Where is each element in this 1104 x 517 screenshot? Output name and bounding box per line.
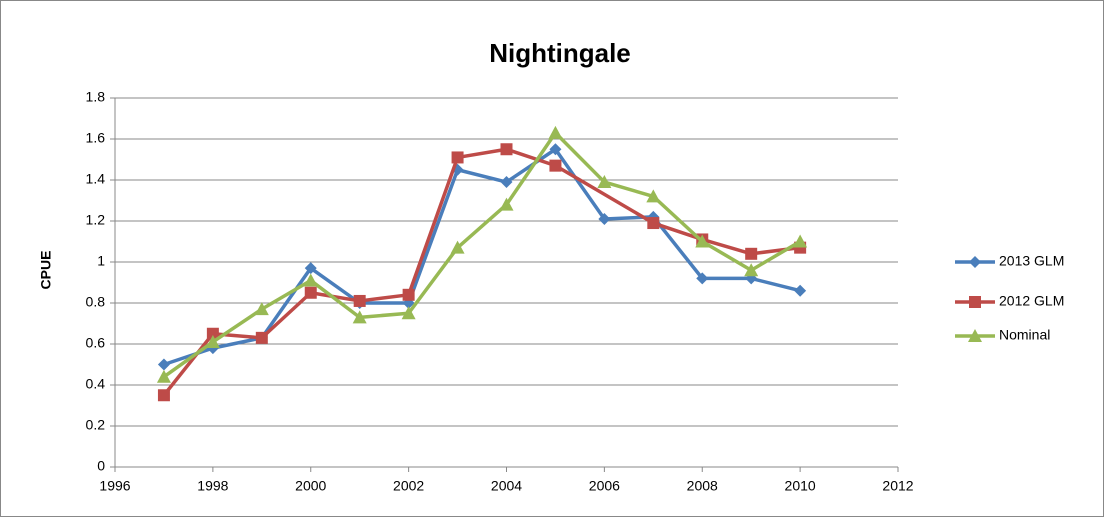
x-tick-label: 2006 xyxy=(589,478,620,494)
data-point xyxy=(500,176,513,189)
data-point xyxy=(304,262,317,275)
legend-marker xyxy=(969,296,981,308)
data-point xyxy=(500,143,513,156)
y-tick-label: 0.6 xyxy=(86,335,106,351)
data-point xyxy=(402,288,415,301)
x-tick-label: 2008 xyxy=(687,478,718,494)
x-tick-label: 1998 xyxy=(197,478,228,494)
legend-marker xyxy=(969,256,981,268)
data-point xyxy=(451,151,464,164)
data-point xyxy=(548,125,563,139)
data-point xyxy=(744,263,759,277)
data-point xyxy=(646,189,661,203)
legend-label: Nominal xyxy=(999,327,1050,343)
data-point xyxy=(206,327,219,340)
data-point xyxy=(745,247,758,260)
x-tick-label: 2000 xyxy=(295,478,326,494)
legend-marker xyxy=(968,329,982,342)
data-point xyxy=(303,273,318,287)
x-tick-label: 1996 xyxy=(99,478,130,494)
data-point xyxy=(352,310,367,324)
y-axis-label: CPUE xyxy=(38,251,54,290)
data-point xyxy=(353,294,366,307)
data-point xyxy=(401,306,416,320)
data-point xyxy=(695,234,710,248)
data-point xyxy=(647,217,660,230)
x-tick-label: 2012 xyxy=(882,478,913,494)
data-point xyxy=(549,159,562,172)
y-tick-label: 1.6 xyxy=(86,130,106,146)
x-tick-label: 2002 xyxy=(393,478,424,494)
data-point xyxy=(598,212,611,225)
data-point xyxy=(794,284,807,297)
y-tick-label: 1.2 xyxy=(86,212,106,228)
x-tick-label: 2010 xyxy=(785,478,816,494)
series-line xyxy=(162,131,802,379)
data-point xyxy=(499,197,514,211)
series-line xyxy=(163,147,801,367)
data-point xyxy=(304,286,317,299)
data-point xyxy=(157,389,170,402)
data-point xyxy=(793,234,808,248)
y-tick-label: 1 xyxy=(97,253,105,269)
legend-label: 2012 GLM xyxy=(999,293,1064,309)
y-tick-label: 0.8 xyxy=(86,294,106,310)
y-tick-label: 1.8 xyxy=(86,89,106,105)
y-tick-label: 0 xyxy=(97,458,105,474)
data-point xyxy=(255,331,268,344)
data-point xyxy=(696,272,709,285)
data-point xyxy=(156,369,171,383)
x-tick-label: 2004 xyxy=(491,478,522,494)
data-point xyxy=(157,358,170,371)
data-point xyxy=(597,175,612,189)
y-tick-label: 0.4 xyxy=(86,376,106,392)
legend-label: 2013 GLM xyxy=(999,253,1064,269)
y-tick-label: 1.4 xyxy=(86,171,106,187)
chart-title: Nightingale xyxy=(489,38,631,68)
data-point xyxy=(549,143,562,156)
data-point xyxy=(205,334,220,348)
y-tick-label: 0.2 xyxy=(86,417,106,433)
data-point xyxy=(254,302,269,316)
data-point xyxy=(450,240,465,254)
